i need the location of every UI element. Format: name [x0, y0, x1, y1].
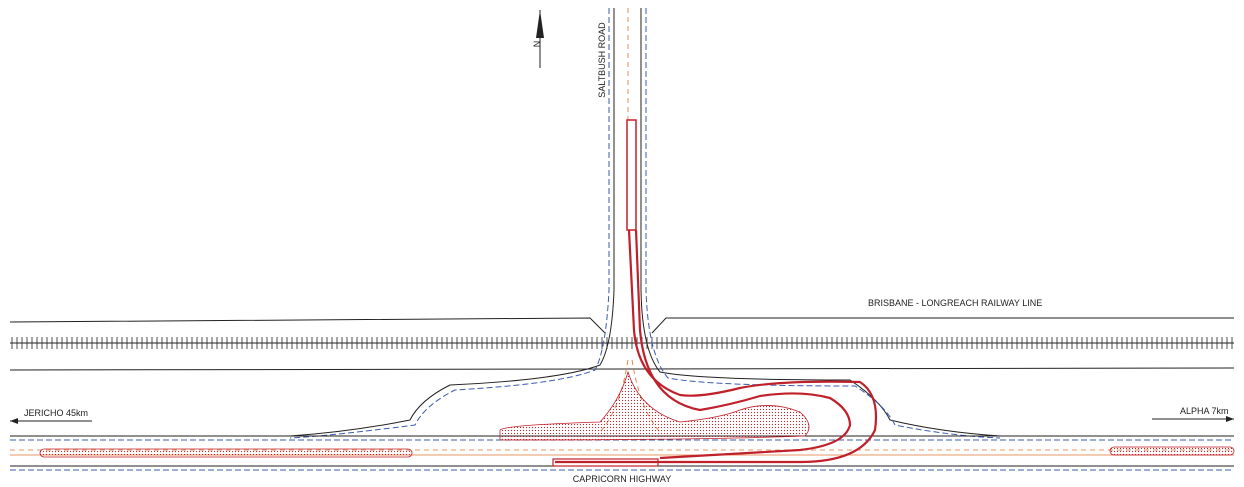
- side-road: SALTBUSH ROAD: [290, 8, 1000, 438]
- railway-label: BRISBANE - LONGREACH RAILWAY LINE: [868, 298, 1042, 308]
- vehicle-path: [553, 120, 876, 466]
- highway-label: CAPRICORN HIGHWAY: [573, 474, 672, 484]
- side-road-label: SALTBUSH ROAD: [597, 22, 607, 98]
- north-label: N: [532, 41, 542, 48]
- road-plan: N BRISBANE - LONGREACH RAILWAY LINE SALT…: [0, 0, 1244, 487]
- railway: BRISBANE - LONGREACH RAILWAY LINE: [10, 298, 1234, 370]
- north-arrow: N: [532, 10, 544, 68]
- highway: CAPRICORN HIGHWAY: [10, 360, 1234, 484]
- east-destination: ALPHA 7km: [1180, 406, 1229, 416]
- west-destination: JERICHO 45km: [24, 408, 88, 418]
